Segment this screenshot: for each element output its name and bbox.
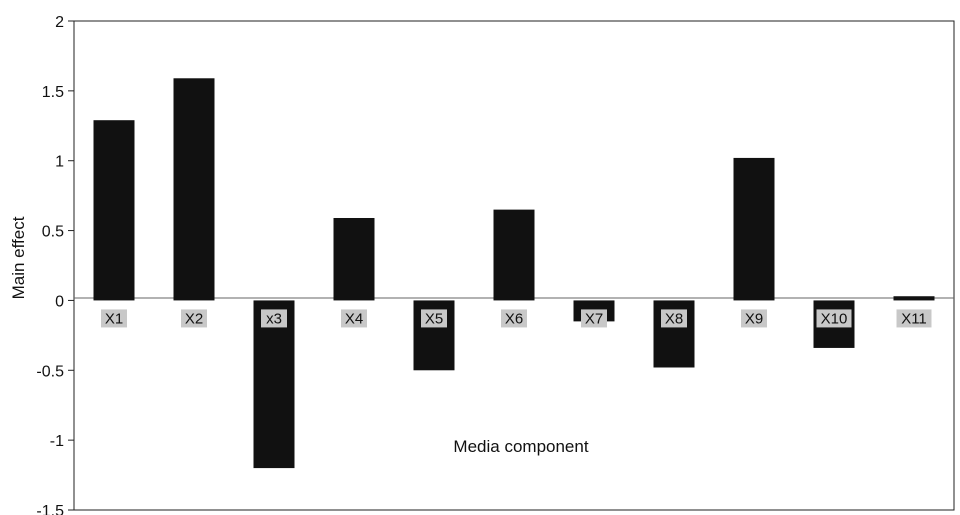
category-label-bg <box>261 309 287 328</box>
category-label-bg <box>101 309 127 328</box>
category-label-x7: X7 <box>585 310 603 327</box>
category-label-x6: X6 <box>505 310 523 327</box>
y-tick-label: -1 <box>50 433 64 450</box>
x-axis-label: Media component <box>453 437 588 456</box>
y-tick-label: -0.5 <box>36 363 64 380</box>
y-tick-label: 1 <box>55 154 64 171</box>
y-tick-label: 0.5 <box>42 224 64 241</box>
category-label-x3: x3 <box>266 310 282 327</box>
category-labels-group: X1 X2 x3 X4 X5 X6 X7 X8 X9 X10 X11 <box>101 309 932 328</box>
category-label-bg <box>896 309 932 328</box>
category-label-bg <box>181 309 207 328</box>
category-label-bg <box>341 309 367 328</box>
y-axis-label: Main effect <box>9 216 28 299</box>
bar-x11 <box>893 296 935 301</box>
plot-area-frame <box>73 20 955 511</box>
bar-x3 <box>253 300 295 469</box>
y-tick-label: 2 <box>55 14 64 31</box>
bar-x4 <box>333 217 375 301</box>
category-label-x1: X1 <box>105 310 123 327</box>
category-label-x9: X9 <box>745 310 763 327</box>
category-label-x11: X11 <box>901 310 927 327</box>
bar-x9 <box>733 157 775 301</box>
bar-x1 <box>93 120 135 301</box>
category-label-bg <box>661 309 687 328</box>
bars-group <box>93 78 935 469</box>
y-tick-label: -1.5 <box>36 503 64 515</box>
y-tick-label: 0 <box>55 293 64 310</box>
bar-x6 <box>493 209 535 301</box>
bar-x2 <box>173 78 215 301</box>
category-label-x8: X8 <box>665 310 683 327</box>
category-label-x2: X2 <box>185 310 203 327</box>
category-label-bg <box>501 309 527 328</box>
category-label-bg <box>581 309 607 328</box>
category-label-x4: X4 <box>345 310 363 327</box>
y-axis-ticks: -1.5 -1 -0.5 0 0.5 1 1.5 2 <box>36 14 74 515</box>
category-label-bg <box>741 309 767 328</box>
category-label-x5: X5 <box>425 310 443 327</box>
category-label-bg <box>421 309 447 328</box>
category-label-x10: X10 <box>821 310 848 327</box>
category-label-bg <box>816 309 852 328</box>
y-tick-label: 1.5 <box>42 84 64 101</box>
